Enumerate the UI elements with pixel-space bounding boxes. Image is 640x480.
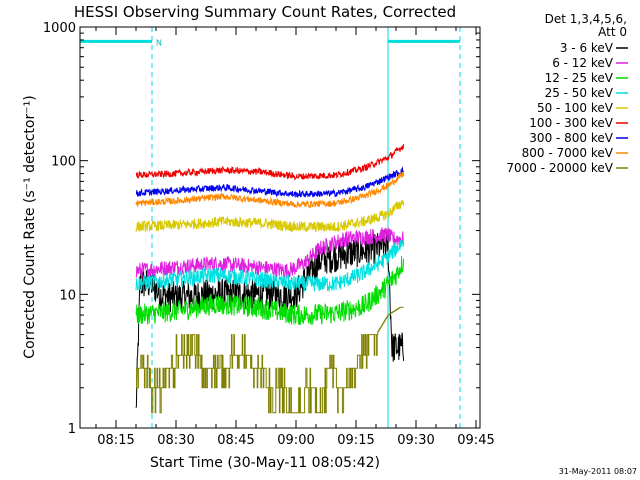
y-tick-label: 10 (59, 288, 76, 303)
y-tick-label: 1 (68, 422, 76, 437)
chart-title: HESSI Observing Summary Count Rates, Cor… (74, 3, 456, 21)
legend-label: 25 - 50 keV (545, 86, 614, 100)
legend-label: 100 - 300 keV (529, 116, 613, 130)
series-line-3 (135, 239, 405, 293)
y-tick-label: 1000 (43, 21, 76, 36)
legend-label: 7000 - 20000 keV (506, 161, 613, 175)
x-tick-label: 08:30 (157, 433, 194, 448)
series-line-0 (135, 229, 405, 408)
series-line-1 (135, 227, 405, 279)
x-tick-label: 08:15 (97, 433, 134, 448)
series-line-4 (135, 200, 405, 233)
legend-label: 50 - 100 keV (537, 101, 614, 115)
legend-header-line2: Att 0 (598, 25, 627, 39)
x-tick-label: 09:30 (397, 433, 434, 448)
legend-label: 300 - 800 keV (529, 131, 613, 145)
series-line-5 (135, 144, 405, 181)
legend-label: 800 - 7000 keV (522, 146, 614, 160)
y-axis-label: Corrected Count Rate (s⁻¹ detector⁻¹) (22, 95, 38, 358)
x-axis-label: Start Time (30-May-11 08:05:42) (150, 455, 380, 471)
y-tick-label: 100 (51, 155, 76, 170)
series-line-8 (136, 306, 404, 414)
series-line-2 (135, 255, 405, 326)
legend-label: 3 - 6 keV (560, 41, 614, 55)
flag-marker-label: N (156, 38, 162, 47)
legend-label: 6 - 12 keV (552, 56, 614, 70)
legend-header-line1: Det 1,3,4,5,6, (545, 12, 627, 26)
x-tick-label: 09:45 (457, 433, 494, 448)
series-line-6 (135, 166, 405, 198)
plot-frame (79, 26, 481, 429)
x-tick-label: 08:45 (217, 433, 254, 448)
x-tick-label: 09:15 (337, 433, 374, 448)
x-tick-label: 09:00 (277, 433, 314, 448)
series-layer (135, 144, 405, 414)
legend-label: 12 - 25 keV (545, 71, 614, 85)
series-line-7 (135, 171, 405, 209)
footer-date: 31-May-2011 08:07 (559, 467, 637, 476)
